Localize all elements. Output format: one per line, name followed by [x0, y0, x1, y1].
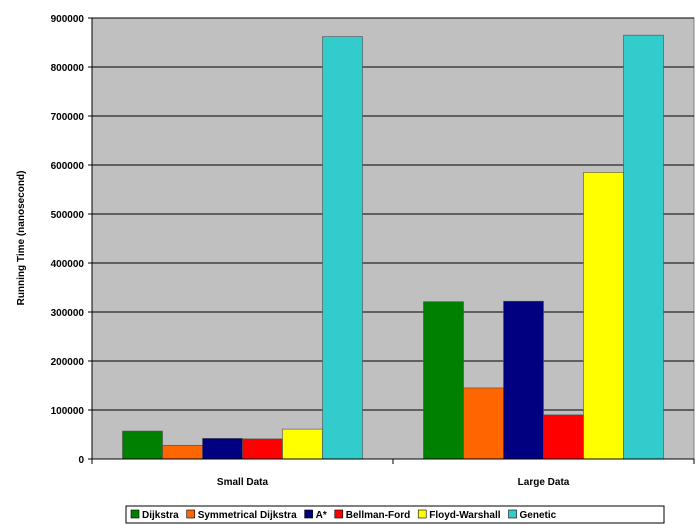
y-tick-label: 100000	[51, 406, 85, 417]
y-tick-labels: 0 100000 200000 300000 400000 500000 600000 700…	[51, 14, 85, 466]
bars	[122, 34, 664, 460]
x-category-label: Large Data	[518, 477, 570, 488]
y-tick-label: 800000	[51, 63, 85, 74]
x-category-labels: Small Data Large Data	[217, 477, 570, 488]
bar-genetic-large-data	[623, 34, 664, 460]
y-tick-label: 600000	[51, 161, 85, 172]
legend-swatch	[417, 509, 427, 519]
bar-symmetrical-dijkstra-large-data	[463, 387, 504, 460]
bar-floyd-warshall-small-data	[282, 428, 323, 460]
bar-bellman-ford-large-data	[543, 414, 584, 460]
bar-floyd-warshall-large-data	[583, 172, 624, 460]
legend-swatch	[334, 509, 344, 519]
legend-label: A*	[316, 510, 327, 521]
legend-swatch	[304, 509, 313, 519]
legend: Dijkstra Symmetrical Dijkstra A* Bellman-Fo…	[130, 509, 557, 521]
y-axis-title: Running Time (nanosecond)	[16, 171, 27, 306]
y-tick-label: 0	[78, 455, 84, 466]
y-tick-label: 400000	[51, 259, 85, 270]
y-tick-label: 700000	[51, 112, 85, 123]
legend-label: Floyd-Warshall	[429, 510, 501, 521]
legend-label: Symmetrical Dijkstra	[198, 510, 297, 521]
bar-a--small-data	[202, 438, 243, 460]
legend-swatch	[186, 509, 195, 519]
legend-label: Bellman-Ford	[346, 510, 410, 521]
legend-label: Genetic	[520, 510, 557, 521]
y-tick-label: 500000	[51, 210, 85, 221]
legend-box	[125, 505, 665, 524]
y-tick-label: 900000	[51, 14, 85, 25]
legend-swatch	[508, 509, 517, 519]
axes	[88, 17, 695, 464]
y-tick-label: 200000	[51, 357, 85, 368]
legend-label: Dijkstra	[142, 510, 179, 521]
bar-a--large-data	[503, 300, 544, 460]
legend-swatch	[130, 509, 140, 519]
bar-dijkstra-small-data	[122, 430, 163, 460]
bar-symmetrical-dijkstra-small-data	[162, 444, 203, 460]
bar-bellman-ford-small-data	[242, 438, 283, 460]
x-category-label: Small Data	[217, 477, 269, 488]
bar-dijkstra-large-data	[423, 301, 464, 460]
bar-genetic-small-data	[322, 36, 363, 460]
y-tick-label: 300000	[51, 308, 85, 319]
